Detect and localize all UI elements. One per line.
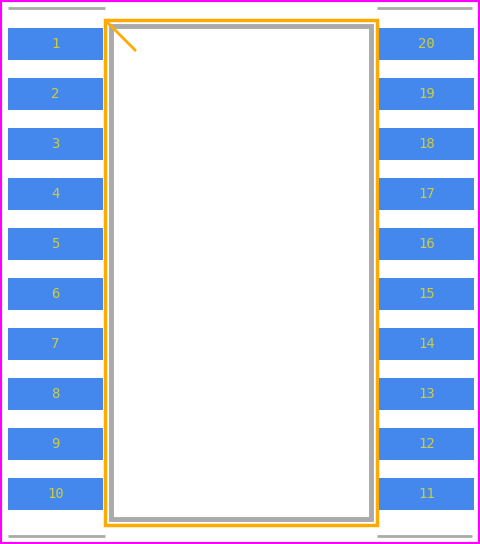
Bar [379, 428, 474, 460]
Text: 9: 9 [51, 437, 60, 451]
Text: 10: 10 [47, 487, 64, 501]
Text: 14: 14 [418, 337, 435, 351]
Bar [379, 128, 474, 160]
Text: 7: 7 [51, 337, 60, 351]
Bar [379, 328, 474, 360]
Bar [111, 26, 371, 519]
Text: 3: 3 [51, 137, 60, 151]
Text: 17: 17 [418, 187, 435, 201]
Bar [8, 278, 103, 310]
Text: 20: 20 [418, 37, 435, 51]
Bar [8, 228, 103, 260]
Bar [8, 428, 103, 460]
Bar [379, 228, 474, 260]
Text: 11: 11 [418, 487, 435, 501]
Text: 15: 15 [418, 287, 435, 301]
Bar [379, 178, 474, 210]
Text: 8: 8 [51, 387, 60, 401]
Bar [8, 178, 103, 210]
Bar [379, 378, 474, 410]
Bar [379, 28, 474, 60]
Text: 13: 13 [418, 387, 435, 401]
Text: 6: 6 [51, 287, 60, 301]
Bar [8, 378, 103, 410]
Text: 5: 5 [51, 237, 60, 251]
Bar [379, 78, 474, 110]
Bar [8, 478, 103, 510]
Bar [8, 78, 103, 110]
Text: 1: 1 [51, 37, 60, 51]
Text: 19: 19 [418, 87, 435, 101]
Text: 18: 18 [418, 137, 435, 151]
Bar [379, 478, 474, 510]
Bar [105, 20, 377, 525]
Bar [8, 128, 103, 160]
Bar [8, 28, 103, 60]
Bar [8, 328, 103, 360]
Text: 4: 4 [51, 187, 60, 201]
Text: 16: 16 [418, 237, 435, 251]
Bar [379, 278, 474, 310]
Text: 12: 12 [418, 437, 435, 451]
Text: 2: 2 [51, 87, 60, 101]
